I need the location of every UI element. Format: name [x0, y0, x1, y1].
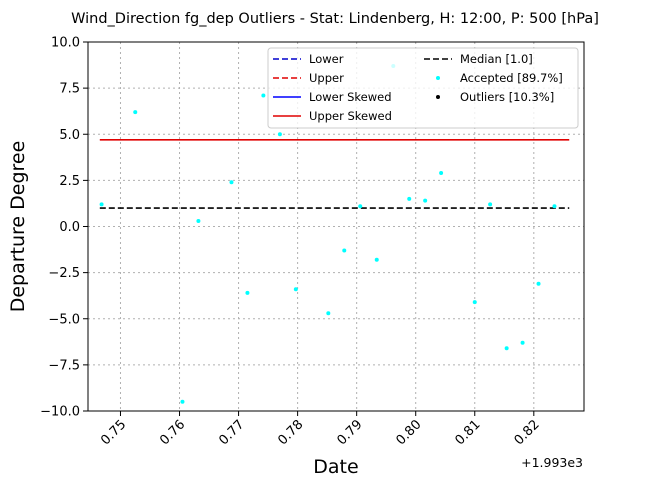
data-point	[439, 170, 444, 175]
y-tick-label: 10.0	[51, 36, 80, 51]
legend-label: Median [1.0]	[460, 52, 533, 66]
legend-label: Upper	[309, 71, 344, 85]
data-point	[293, 287, 298, 292]
data-point	[423, 198, 428, 203]
data-points	[99, 63, 557, 404]
legend-label: Accepted [89.7%]	[460, 71, 563, 85]
data-point	[536, 281, 541, 286]
data-point	[342, 248, 347, 253]
data-point	[245, 290, 250, 295]
data-point	[407, 196, 412, 201]
data-point	[229, 180, 234, 185]
x-offset-label: +1.993e3	[521, 455, 583, 470]
y-tick-label: 5.0	[59, 128, 80, 143]
legend-label: Outliers [10.3%]	[460, 90, 554, 104]
legend-swatch	[436, 95, 440, 99]
chart-title: Wind_Direction fg_dep Outliers - Stat: L…	[71, 11, 599, 27]
y-tick-label: 2.5	[59, 174, 80, 189]
y-tick-label: 7.5	[59, 82, 80, 97]
x-axis-label: Date	[313, 456, 358, 478]
y-tick-label: −10.0	[40, 405, 80, 420]
data-point	[133, 110, 138, 115]
data-point	[180, 399, 185, 404]
data-point	[99, 202, 104, 207]
data-point	[374, 257, 379, 262]
data-point	[472, 300, 477, 305]
legend-label: Lower	[309, 52, 344, 66]
data-point	[520, 340, 525, 345]
data-point	[326, 311, 331, 316]
y-tick-label: −2.5	[48, 266, 80, 281]
y-tick-label: 0.0	[59, 220, 80, 235]
data-point	[504, 346, 509, 351]
legend-label: Lower Skewed	[309, 90, 392, 104]
legend-label: Upper Skewed	[309, 109, 392, 123]
data-point	[358, 204, 363, 209]
legend: Lower Upper Lower Skewed Upper Skewed Median…	[267, 47, 579, 129]
legend-swatch	[436, 76, 440, 80]
legend-box	[267, 47, 579, 129]
y-axis-label: Departure Degree	[7, 141, 29, 313]
data-point	[196, 218, 201, 223]
y-tick-label: −7.5	[48, 358, 80, 373]
y-tick-label: −5.0	[48, 312, 80, 327]
data-point	[552, 204, 557, 209]
data-point	[277, 132, 282, 137]
reference-lines	[99, 138, 570, 209]
data-point	[261, 93, 266, 98]
data-point	[488, 202, 493, 207]
